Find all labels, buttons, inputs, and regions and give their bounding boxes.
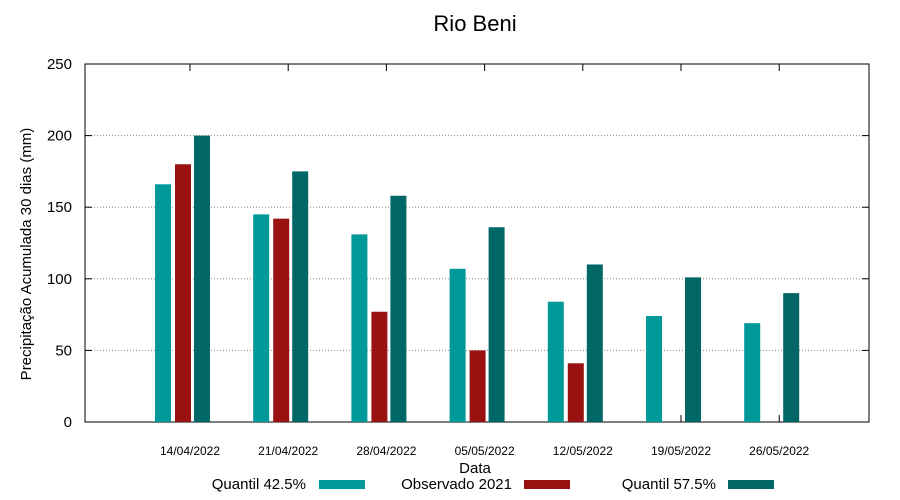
y-axis: 0 50 100 150 200 250 <box>47 56 869 431</box>
legend-swatch <box>319 480 365 489</box>
bar <box>547 301 564 422</box>
y-tick-label: 50 <box>55 342 72 359</box>
x-tick-label: 12/05/2022 <box>553 444 613 458</box>
legend: Quantil 42.5% Observado 2021 Quantil 57.5% <box>212 476 774 493</box>
y-axis-label: Precipitação Acumulada 30 dias (mm) <box>18 128 35 381</box>
legend-label: Observado 2021 <box>401 476 512 493</box>
bar <box>155 184 171 422</box>
chart-title: Rio Beni <box>433 11 516 36</box>
bar <box>253 214 270 422</box>
x-axis-label: Data <box>459 460 491 477</box>
x-tick-label: 19/05/2022 <box>651 444 711 458</box>
x-tick-label: 26/05/2022 <box>749 444 809 458</box>
x-tick-label: 21/04/2022 <box>258 444 318 458</box>
bar <box>390 195 407 422</box>
legend-label: Quantil 57.5% <box>622 476 716 493</box>
y-tick-label: 100 <box>47 271 72 288</box>
bar <box>273 218 290 422</box>
bar <box>586 264 603 422</box>
bar <box>469 350 486 422</box>
x-tick-label: 28/04/2022 <box>356 444 416 458</box>
legend-swatch <box>728 480 774 489</box>
x-axis: 14/04/2022 21/04/2022 28/04/2022 05/05/2022… <box>160 64 810 458</box>
y-tick-label: 0 <box>64 414 72 431</box>
legend-label: Quantil 42.5% <box>212 476 306 493</box>
bar <box>292 171 309 422</box>
x-tick-label: 14/04/2022 <box>160 444 220 458</box>
y-tick-label: 250 <box>47 56 72 73</box>
bar <box>175 164 191 423</box>
bar <box>744 323 761 422</box>
bar <box>685 277 701 422</box>
bar <box>194 135 210 422</box>
bar <box>488 227 505 422</box>
x-tick-label: 05/05/2022 <box>455 444 515 458</box>
bars <box>155 135 800 423</box>
bar <box>646 316 662 422</box>
bar <box>567 363 584 422</box>
legend-swatch <box>524 480 570 489</box>
y-tick-label: 200 <box>47 128 72 145</box>
bar <box>351 234 368 422</box>
bar <box>449 268 466 422</box>
y-tick-label: 150 <box>47 199 72 216</box>
bar <box>371 311 388 422</box>
bar <box>783 293 800 422</box>
